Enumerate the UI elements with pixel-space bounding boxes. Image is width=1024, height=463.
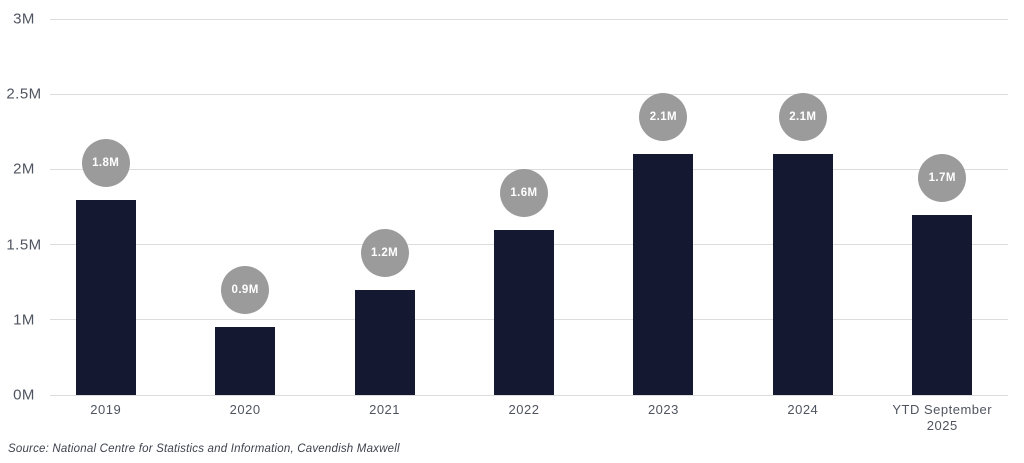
bar-column: 1.6M bbox=[454, 19, 593, 395]
y-axis-label: 2.5M bbox=[6, 85, 42, 103]
bar-column: 1.8M bbox=[36, 19, 175, 395]
bar bbox=[912, 214, 973, 395]
plot-area: 1.8M 0.9M 1.2M 1.6M 2.1M 2.1M 1.7M bbox=[36, 18, 1012, 396]
bar bbox=[633, 154, 694, 395]
bar-value-badge: 1.7M bbox=[918, 153, 967, 202]
y-axis-label: 1M bbox=[13, 311, 35, 329]
x-axis-label: 2019 bbox=[90, 402, 122, 417]
bar-column: 1.2M bbox=[315, 19, 454, 395]
y-axis-label: 0M bbox=[13, 386, 35, 404]
x-axis-label: 2020 bbox=[229, 402, 261, 417]
gridline bbox=[50, 18, 1008, 20]
bar-column: 2.1M bbox=[733, 19, 872, 395]
gridline bbox=[50, 394, 1008, 396]
bar-column: 0.9M bbox=[175, 19, 314, 395]
source-note: Source: National Centre for Statistics a… bbox=[8, 443, 400, 455]
bar-value-badge: 2.1M bbox=[778, 93, 827, 142]
bar-value-badge: 2.1M bbox=[639, 93, 688, 142]
bar bbox=[215, 327, 276, 395]
x-axis-label: 2023 bbox=[647, 402, 679, 417]
bar bbox=[493, 229, 554, 395]
bar bbox=[75, 199, 136, 395]
x-axis-label: YTD September 2025 bbox=[892, 402, 993, 433]
x-axis-label: 2022 bbox=[508, 402, 540, 417]
bar-column: 1.7M bbox=[873, 19, 1012, 395]
x-axis-labels: 2019 2020 2021 2022 2023 2024 YTD September 20… bbox=[36, 402, 1012, 433]
bar-column: 2.1M bbox=[594, 19, 733, 395]
bar-value-badge: 0.9M bbox=[221, 266, 270, 315]
bar bbox=[772, 154, 833, 395]
x-axis-label: 2021 bbox=[369, 402, 401, 417]
y-axis-label: 3M bbox=[13, 10, 35, 28]
gridline bbox=[50, 93, 1008, 95]
y-axis-label: 1.5M bbox=[6, 236, 42, 254]
x-axis-label: 2024 bbox=[787, 402, 819, 417]
bars: 1.8M 0.9M 1.2M 1.6M 2.1M 2.1M 1.7M bbox=[36, 19, 1012, 395]
bar bbox=[354, 289, 415, 395]
y-axis-label: 2M bbox=[13, 160, 35, 178]
bar-value-badge: 1.2M bbox=[360, 228, 409, 277]
bar-value-badge: 1.8M bbox=[81, 138, 130, 187]
bar-value-badge: 1.6M bbox=[499, 168, 548, 217]
